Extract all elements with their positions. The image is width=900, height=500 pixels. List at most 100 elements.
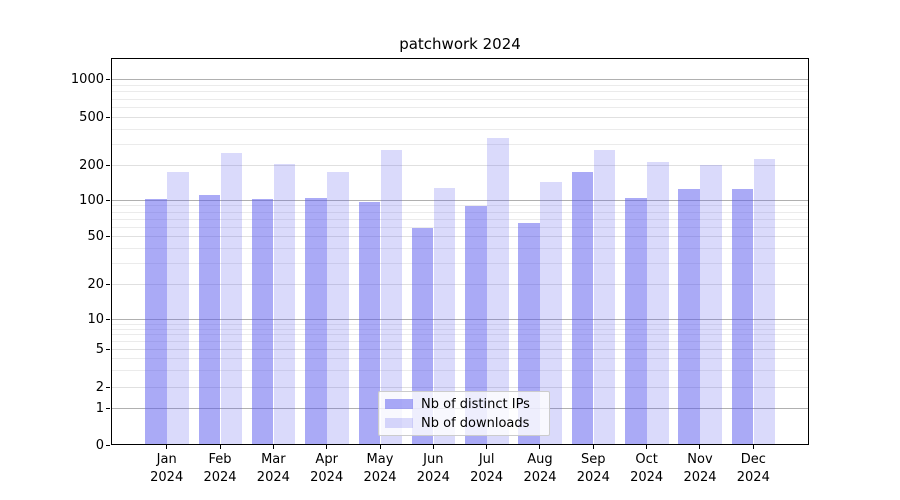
year-label: 2024 [470,470,504,485]
gridline-minor [112,205,808,207]
gridline [112,165,808,166]
gridline-minor [112,128,808,130]
month-label: Jul [478,452,495,467]
bar-ips-sep [571,172,594,444]
x-tick-mark [539,445,541,449]
bar-ips-aug [518,223,540,444]
y-tick-mark [106,78,110,80]
gridline [112,284,808,285]
x-tick-mark [219,445,221,449]
year-label: 2024 [576,470,610,485]
bar-downloads-aug [540,181,562,444]
y-tick-label: 50 [87,228,104,244]
gridline-minor [112,98,808,100]
x-tick-label-jul: Jul 2024 [457,451,517,487]
x-tick-label-dec: Dec 2024 [723,451,783,487]
x-tick-mark [432,445,434,449]
gridline-major [112,319,808,320]
month-label: Sep [581,452,606,467]
y-tick-label: 1 [95,400,104,416]
gridline-minor [112,107,808,108]
y-tick-label: 2 [95,379,104,395]
x-tick-mark [592,445,594,449]
year-label: 2024 [523,470,557,485]
gridline [112,236,808,237]
year-label: 2024 [630,470,664,485]
y-tick-mark [106,283,110,285]
legend-swatch-distinct-ips [385,399,413,409]
gridline-minor [112,262,808,264]
gridline [112,387,808,388]
gridline-minor [112,370,808,372]
year-label: 2024 [363,470,397,485]
x-tick-mark [379,445,381,449]
legend-row: Nb of distinct IPs [385,397,541,412]
bar-ips-jun [411,228,434,444]
y-tick-label: 500 [79,109,104,125]
gridline-major [112,200,808,201]
bar-downloads-dec [753,159,776,444]
x-tick-mark [699,445,701,449]
bar-downloads-sep [593,150,616,444]
gridline-minor [112,84,808,86]
gridline-major [112,79,808,80]
year-label: 2024 [416,470,450,485]
x-tick-mark [752,445,754,449]
bar-ips-oct [625,197,647,444]
x-tick-label-nov: Nov 2024 [670,451,730,487]
gridline-minor [112,358,808,360]
bar-downloads-oct [647,162,669,444]
gridline [112,349,808,350]
gridline-minor [112,341,808,343]
gridline-minor [112,323,808,325]
y-tick-mark [106,318,110,320]
gridline-minor [112,328,808,330]
month-label: Apr [315,452,338,467]
y-tick-label: 1000 [70,71,104,87]
bar-downloads-jan [167,172,189,444]
month-label: Mar [261,452,286,467]
y-tick-mark [106,407,110,409]
y-tick-mark [106,348,110,350]
x-tick-mark [486,445,488,449]
y-tick-label: 5 [95,341,104,357]
month-label: Aug [527,452,553,467]
bar-ips-jan [145,199,167,444]
month-label: Oct [635,452,658,467]
gridline-minor [112,91,808,93]
month-label: Nov [687,452,713,467]
y-tick-mark [106,116,110,118]
x-tick-mark [166,445,168,449]
plot-area [111,58,809,445]
bar-ips-mar [251,199,274,444]
year-label: 2024 [256,470,290,485]
gridline-minor [112,334,808,336]
bar-downloads-may [380,150,402,444]
x-tick-label-jun: Jun 2024 [403,451,463,487]
month-label: Jun [423,452,444,467]
gridline-minor [112,143,808,145]
legend-swatch-downloads [385,418,413,428]
year-label: 2024 [203,470,237,485]
bar-downloads-mar [273,164,296,444]
x-tick-label-aug: Aug 2024 [510,451,570,487]
y-tick-mark [106,235,110,237]
y-tick-mark [106,386,110,388]
year-label: 2024 [310,470,344,485]
bar-ips-jul [465,206,487,444]
legend-row: Nb of downloads [385,416,541,431]
y-tick-label: 20 [87,276,104,292]
gridline [112,117,808,118]
gridline-minor [112,211,808,213]
month-label: Dec [740,452,766,467]
bar-ips-dec [731,189,754,444]
bar-ips-apr [305,198,327,444]
x-tick-mark [272,445,274,449]
chart-title: patchwork 2024 [399,35,521,53]
y-tick-label: 100 [79,192,104,208]
x-tick-label-apr: Apr 2024 [297,451,357,487]
y-tick-label: 0 [95,437,104,453]
y-tick-mark [106,199,110,201]
month-label: Feb [208,452,232,467]
